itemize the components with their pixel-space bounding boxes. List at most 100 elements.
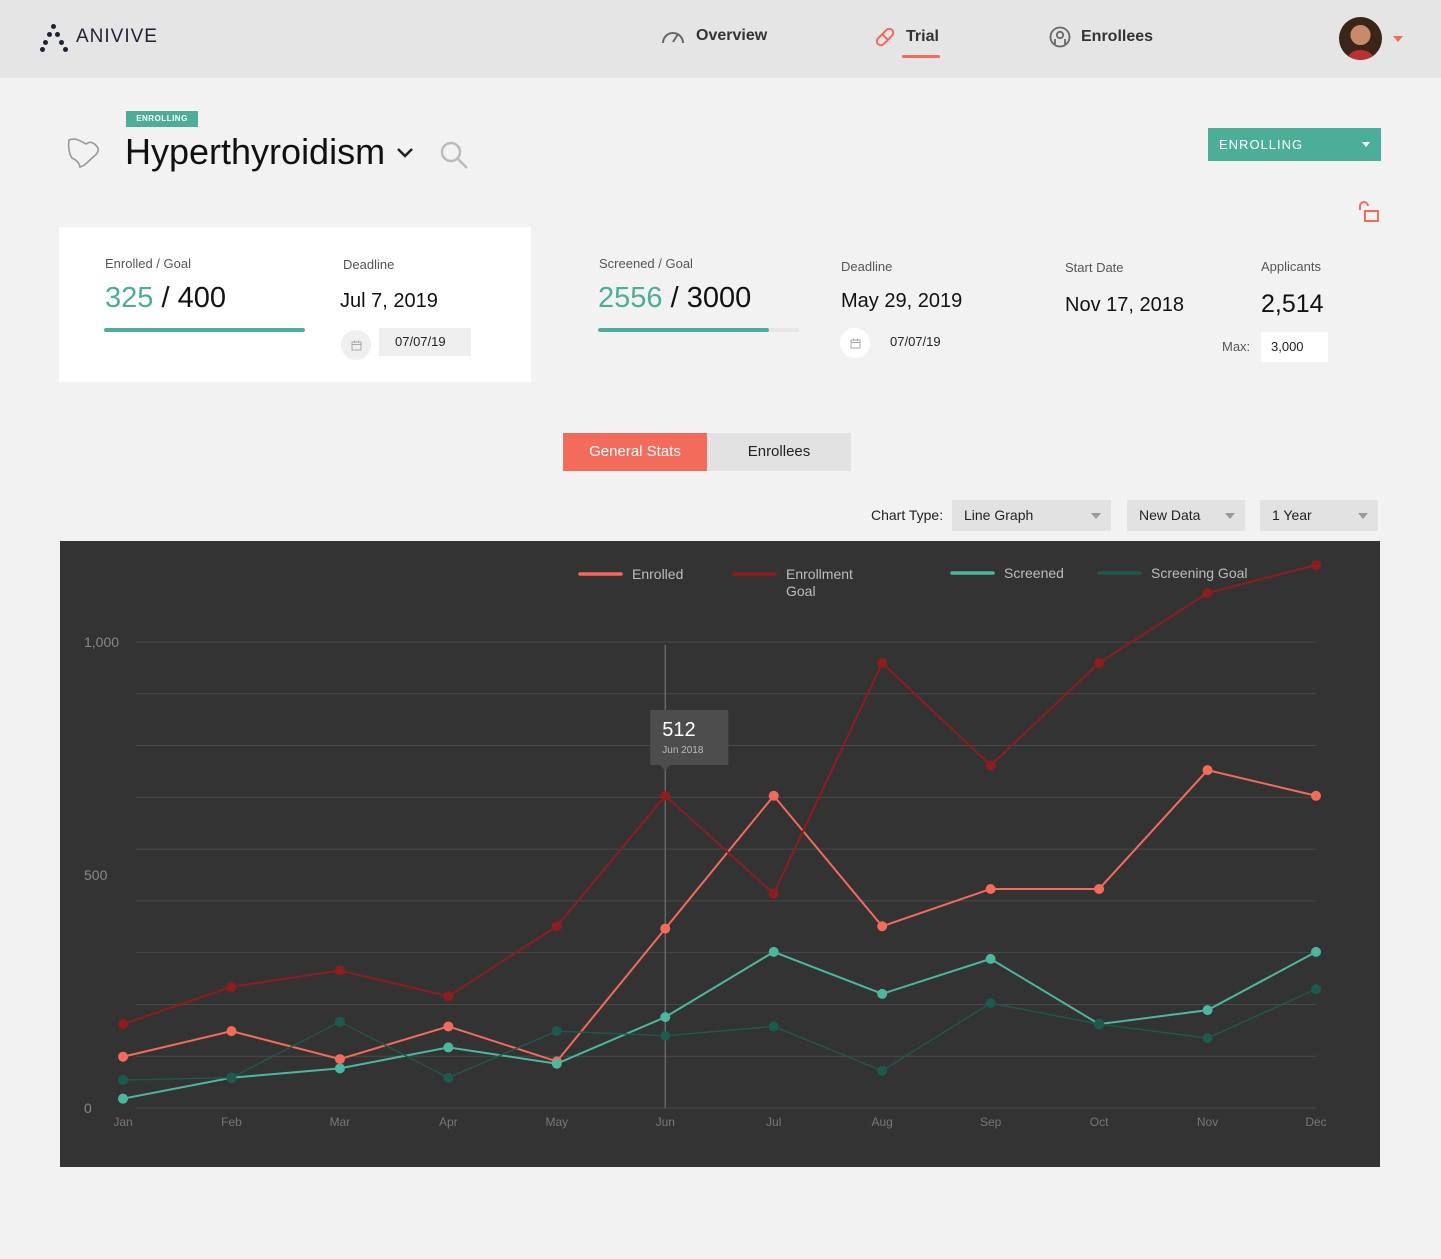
data-point [443, 991, 454, 1002]
unlock-icon[interactable] [1357, 200, 1381, 224]
data-point [1094, 1019, 1105, 1030]
data-point [334, 1016, 345, 1027]
tab-general-stats[interactable]: General Stats [563, 433, 707, 471]
data-point [660, 923, 671, 934]
calendar-icon [850, 338, 860, 348]
enrolling-badge: ENROLLING [126, 111, 198, 127]
data-point [551, 1058, 562, 1069]
start-date-label: Start Date [1065, 260, 1124, 275]
x-tick-label: Sep [980, 1115, 1002, 1129]
data-point [1311, 560, 1321, 571]
legend-label: Enrollment Goal [786, 566, 853, 599]
data-point [660, 1030, 671, 1041]
account-menu-caret-icon[interactable] [1393, 36, 1403, 42]
data-point [1202, 588, 1213, 599]
enrolled-progress-fill [104, 328, 305, 332]
data-point [551, 1026, 562, 1037]
data-point [1094, 657, 1105, 668]
enrolled-current: 325 [105, 282, 154, 314]
range-select-value: 1 Year [1272, 507, 1312, 523]
x-tick-label: Feb [221, 1115, 242, 1129]
chart-canvas[interactable]: 0 500 1,000 Jan Feb Mar Apr May Jun Jul Aug Sep Oct N… [60, 541, 1380, 1167]
screened-progress-bar [598, 328, 799, 332]
x-tick-label: Nov [1197, 1115, 1218, 1129]
data-point [768, 946, 779, 957]
data-point [443, 1021, 454, 1032]
user-avatar[interactable] [1339, 17, 1382, 60]
data-point [768, 790, 779, 801]
data-point [877, 1065, 888, 1076]
data-point [768, 888, 779, 899]
chevron-down-icon[interactable] [396, 147, 414, 159]
nav-trial[interactable]: Trial [874, 26, 939, 48]
data-point [985, 953, 996, 964]
anivive-logo-icon [40, 22, 68, 52]
x-tick-label: Aug [872, 1115, 893, 1129]
data-point [1311, 946, 1321, 957]
x-tick-label: Apr [439, 1115, 458, 1129]
enrolled-label: Enrolled / Goal [105, 256, 191, 271]
enrolled-calendar-button[interactable] [341, 330, 371, 360]
data-select[interactable]: New Data [1127, 500, 1245, 531]
y-tick-label: 500 [84, 867, 108, 883]
chart-type-select[interactable]: Line Graph [952, 500, 1111, 531]
x-tick-label: Jun [656, 1115, 675, 1129]
max-label: Max: [1222, 339, 1251, 354]
enrolled-deadline: Jul 7, 2019 [340, 290, 438, 312]
chevron-down-icon [1225, 513, 1235, 519]
max-applicants-input[interactable]: 3,000 [1261, 332, 1328, 362]
nav-enrollees[interactable]: Enrollees [1049, 26, 1153, 48]
status-dropdown-value: ENROLLING [1219, 137, 1304, 152]
data-point [334, 1054, 345, 1065]
enrolled-progress-bar [104, 328, 305, 332]
tooltip-label: Jun 2018 [662, 745, 704, 756]
status-dropdown[interactable]: ENROLLING [1208, 128, 1381, 161]
x-tick-label: Oct [1090, 1115, 1109, 1129]
legend-label: Enrolled [632, 566, 683, 582]
x-tick-label: May [545, 1115, 568, 1129]
data-point [1202, 1005, 1213, 1016]
data-point [551, 921, 562, 932]
series-line-0 [122, 769, 1317, 1063]
search-icon[interactable] [439, 140, 469, 170]
screened-deadline-input[interactable]: 07/07/19 [890, 334, 941, 349]
nav-trial-label: Trial [906, 28, 939, 45]
data-point [985, 998, 996, 1009]
screened-progress-fill [598, 328, 769, 332]
screened-count: 2556 / 3000 [598, 282, 751, 315]
screened-goal: / 3000 [670, 282, 752, 314]
calendar-icon [351, 340, 361, 350]
data-point [877, 921, 888, 932]
y-tick-label: 0 [84, 1100, 92, 1116]
series-line-1 [122, 564, 1317, 1026]
legend-label: Screened [1004, 565, 1064, 581]
data-point [985, 760, 996, 771]
data-point [1202, 765, 1213, 776]
data-point [443, 1042, 454, 1053]
data-select-value: New Data [1139, 507, 1201, 523]
data-point [877, 988, 888, 999]
active-tab-indicator [902, 55, 940, 58]
nav-overview[interactable]: Overview [660, 26, 767, 46]
tab-enrollees[interactable]: Enrollees [707, 433, 851, 471]
status-dropdown-caret-icon [1362, 142, 1370, 147]
brand-logo[interactable]: ANIVIVE [40, 22, 158, 52]
gauge-icon [662, 32, 684, 44]
data-point [660, 1012, 671, 1023]
data-point [118, 1051, 128, 1062]
range-select[interactable]: 1 Year [1260, 500, 1378, 531]
data-point [985, 883, 996, 894]
series-line-2 [122, 950, 1317, 1100]
data-point [226, 981, 237, 992]
enrolled-deadline-input[interactable]: 07/07/19 [379, 328, 471, 356]
enrolled-deadline-label: Deadline [343, 257, 395, 272]
chevron-down-icon [1091, 513, 1101, 519]
start-date: Nov 17, 2018 [1065, 294, 1184, 316]
screened-calendar-button[interactable] [840, 328, 870, 358]
data-point [768, 1021, 779, 1032]
page-title: Hyperthyroidism [125, 131, 386, 172]
y-tick-label: 1,000 [84, 634, 119, 650]
chart-type-label: Chart Type: [871, 507, 944, 523]
applicants-label: Applicants [1261, 259, 1321, 274]
pill-icon [875, 27, 895, 47]
